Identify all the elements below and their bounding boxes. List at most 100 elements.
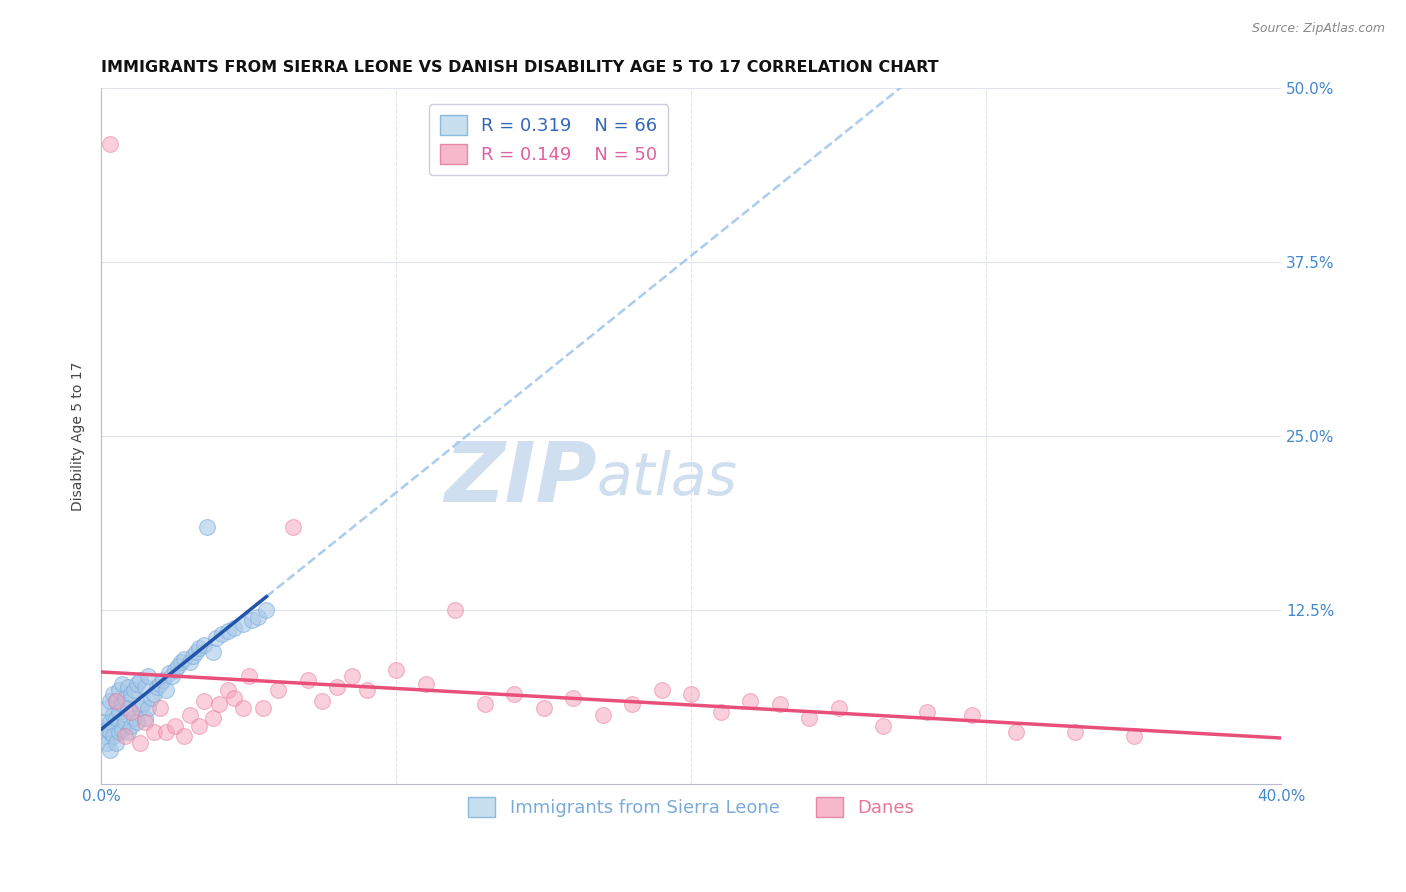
Point bbox=[117, 680, 139, 694]
Point bbox=[1005, 724, 1028, 739]
Point bbox=[356, 682, 378, 697]
Point bbox=[184, 645, 207, 659]
Point bbox=[256, 603, 278, 617]
Point bbox=[232, 701, 254, 715]
Point bbox=[326, 680, 349, 694]
Point bbox=[96, 736, 118, 750]
Point bbox=[179, 655, 201, 669]
Point bbox=[143, 724, 166, 739]
Point bbox=[134, 710, 156, 724]
Point bbox=[160, 669, 183, 683]
Point bbox=[114, 729, 136, 743]
Point bbox=[621, 697, 644, 711]
Point bbox=[141, 691, 163, 706]
Point bbox=[125, 714, 148, 729]
Point bbox=[267, 682, 290, 697]
Point bbox=[108, 682, 131, 697]
Point bbox=[202, 710, 225, 724]
Point bbox=[128, 673, 150, 687]
Text: Source: ZipAtlas.com: Source: ZipAtlas.com bbox=[1251, 22, 1385, 36]
Point bbox=[98, 714, 121, 729]
Point bbox=[120, 719, 142, 733]
Point bbox=[146, 680, 169, 694]
Point bbox=[104, 710, 127, 724]
Point bbox=[157, 666, 180, 681]
Point bbox=[131, 697, 153, 711]
Point bbox=[222, 691, 245, 706]
Point bbox=[163, 663, 186, 677]
Point bbox=[197, 520, 219, 534]
Point bbox=[128, 701, 150, 715]
Point bbox=[104, 736, 127, 750]
Point bbox=[173, 729, 195, 743]
Y-axis label: Disability Age 5 to 17: Disability Age 5 to 17 bbox=[72, 361, 86, 511]
Point bbox=[592, 707, 614, 722]
Text: IMMIGRANTS FROM SIERRA LEONE VS DANISH DISABILITY AGE 5 TO 17 CORRELATION CHART: IMMIGRANTS FROM SIERRA LEONE VS DANISH D… bbox=[101, 60, 939, 75]
Text: atlas: atlas bbox=[598, 450, 738, 507]
Point bbox=[120, 687, 142, 701]
Point bbox=[98, 742, 121, 756]
Point bbox=[155, 724, 177, 739]
Point bbox=[193, 638, 215, 652]
Point bbox=[173, 652, 195, 666]
Point bbox=[181, 649, 204, 664]
Point bbox=[828, 701, 851, 715]
Point bbox=[179, 707, 201, 722]
Point bbox=[232, 617, 254, 632]
Point bbox=[152, 673, 174, 687]
Point bbox=[117, 724, 139, 739]
Point bbox=[187, 640, 209, 655]
Point bbox=[917, 705, 939, 719]
Point bbox=[681, 687, 703, 701]
Point bbox=[211, 627, 233, 641]
Point bbox=[114, 691, 136, 706]
Point bbox=[138, 701, 160, 715]
Point bbox=[101, 687, 124, 701]
Point bbox=[138, 669, 160, 683]
Point bbox=[252, 701, 274, 715]
Point bbox=[503, 687, 526, 701]
Point bbox=[98, 694, 121, 708]
Point bbox=[651, 682, 673, 697]
Point bbox=[104, 694, 127, 708]
Point bbox=[205, 632, 228, 646]
Legend: Immigrants from Sierra Leone, Danes: Immigrants from Sierra Leone, Danes bbox=[461, 789, 921, 824]
Point bbox=[149, 677, 172, 691]
Point bbox=[134, 714, 156, 729]
Point bbox=[238, 669, 260, 683]
Point bbox=[104, 694, 127, 708]
Point bbox=[740, 694, 762, 708]
Point bbox=[769, 697, 792, 711]
Point bbox=[202, 645, 225, 659]
Point bbox=[93, 714, 115, 729]
Point bbox=[149, 701, 172, 715]
Point bbox=[710, 705, 733, 719]
Point bbox=[340, 669, 363, 683]
Point bbox=[872, 719, 894, 733]
Point bbox=[246, 610, 269, 624]
Point bbox=[111, 697, 134, 711]
Point bbox=[96, 722, 118, 736]
Point bbox=[122, 710, 145, 724]
Point bbox=[281, 520, 304, 534]
Point bbox=[474, 697, 496, 711]
Point bbox=[799, 710, 821, 724]
Point bbox=[108, 724, 131, 739]
Point bbox=[120, 705, 142, 719]
Point bbox=[98, 136, 121, 151]
Point bbox=[163, 719, 186, 733]
Point bbox=[155, 682, 177, 697]
Point bbox=[208, 697, 231, 711]
Point bbox=[240, 613, 263, 627]
Point bbox=[562, 691, 585, 706]
Point bbox=[444, 603, 467, 617]
Point bbox=[114, 714, 136, 729]
Point bbox=[297, 673, 319, 687]
Point bbox=[187, 719, 209, 733]
Point bbox=[222, 622, 245, 636]
Point bbox=[385, 663, 408, 677]
Point bbox=[98, 724, 121, 739]
Point bbox=[93, 729, 115, 743]
Point bbox=[311, 694, 333, 708]
Point bbox=[101, 707, 124, 722]
